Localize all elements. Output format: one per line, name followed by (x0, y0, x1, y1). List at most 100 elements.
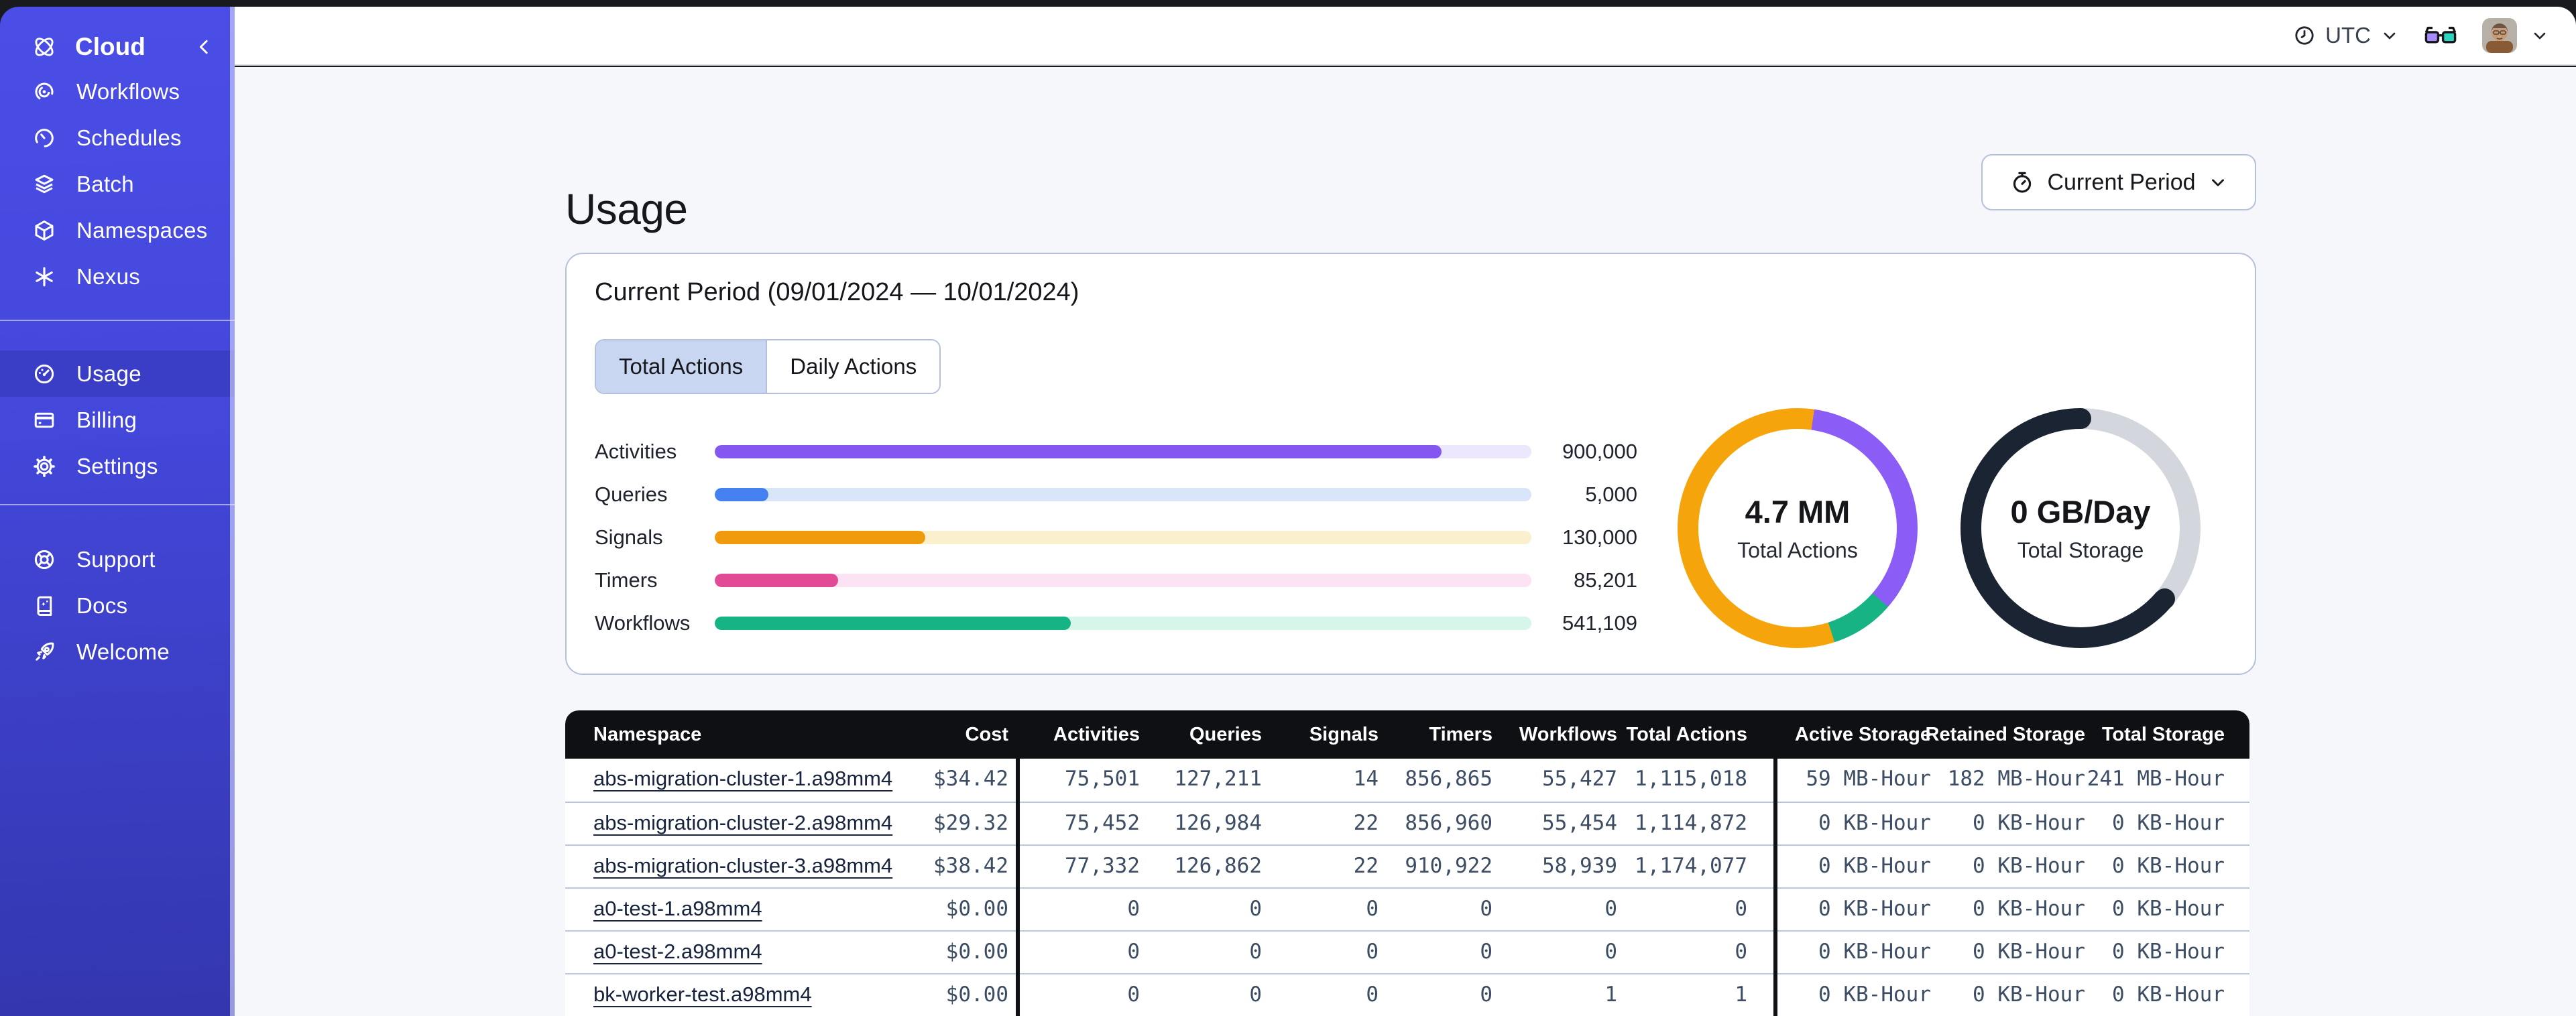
bar-label: Signals (595, 525, 663, 549)
chevron-down-icon (2530, 26, 2549, 45)
bar-row-queries: Queries 5,000 (595, 473, 1637, 516)
namespace-link[interactable]: abs-migration-cluster-1.a98mm4 (593, 767, 893, 790)
welcome-rocket-icon (31, 640, 58, 664)
cell-total-actions: 1 (1735, 982, 1747, 1007)
cell-queries: 126,862 (1174, 854, 1262, 878)
cell-cost: $0.00 (945, 897, 1008, 921)
bar-value: 85,201 (1574, 568, 1637, 592)
sidebar-item-nexus[interactable]: Nexus (0, 253, 235, 300)
table-row: a0-test-2.a98mm4 $0.00 0 0 0 0 0 0 0 KB-… (565, 930, 2249, 973)
table-row: bk-worker-test.a98mm4 $0.00 0 0 0 0 1 1 … (565, 973, 2249, 1016)
bar-label: Activities (595, 440, 677, 463)
namespace-link[interactable]: abs-migration-cluster-2.a98mm4 (593, 811, 893, 834)
period-selector-label: Current Period (2047, 169, 2196, 195)
sidebar: Cloud Workflows (0, 7, 235, 1016)
sidebar-item-label: Batch (76, 171, 134, 196)
donut-label: Total Storage (2017, 538, 2144, 562)
cell-workflows: 58,939 (1542, 854, 1617, 878)
bar-track (715, 445, 1531, 458)
donut-value: 0 GB/Day (2010, 494, 2151, 529)
cell-signals: 22 (1353, 854, 1379, 878)
bar-label: Queries (595, 483, 668, 506)
col-header-namespace: Namespace (593, 724, 702, 745)
cell-activities: 0 (1127, 940, 1140, 964)
sidebar-item-welcome[interactable]: Welcome (0, 629, 235, 675)
sidebar-brand: Cloud (0, 7, 235, 68)
namespace-link[interactable]: bk-worker-test.a98mm4 (593, 982, 812, 1006)
sidebar-item-label: Support (76, 546, 156, 572)
cell-workflows: 55,454 (1542, 811, 1617, 835)
cell-retained-storage: 182 MB-Hour (1947, 767, 2085, 791)
donut-center: 0 GB/Day Total Storage (1960, 408, 2201, 648)
cell-total-storage: 0 KB-Hour (2112, 940, 2225, 964)
sidebar-item-docs[interactable]: Docs (0, 582, 235, 629)
billing-card-icon (31, 408, 58, 432)
tab-daily-actions[interactable]: Daily Actions (766, 340, 940, 393)
sidebar-item-schedules[interactable]: Schedules (0, 115, 235, 161)
table-row: abs-migration-cluster-3.a98mm4 $38.42 77… (565, 844, 2249, 887)
cell-queries: 127,211 (1174, 767, 1262, 791)
cell-cost: $0.00 (945, 982, 1008, 1007)
cell-cost: $0.00 (945, 940, 1008, 964)
cell-signals: 14 (1353, 767, 1379, 791)
col-header-cost: Cost (965, 724, 1008, 745)
col-header-total-actions: Total Actions (1626, 724, 1747, 745)
timezone-label: UTC (2325, 23, 2371, 48)
cell-total-actions: 1,115,018 (1635, 767, 1747, 791)
topbar: UTC (235, 7, 2576, 66)
sidebar-item-support[interactable]: Support (0, 536, 235, 582)
cell-activities: 75,501 (1065, 767, 1140, 791)
tab-total-actions[interactable]: Total Actions (596, 340, 766, 393)
bar-value: 130,000 (1562, 525, 1637, 549)
avatar[interactable] (2482, 18, 2517, 53)
bar-row-timers: Timers 85,201 (595, 559, 1637, 602)
cell-signals: 22 (1353, 811, 1379, 835)
sidebar-item-label: Billing (76, 407, 137, 432)
bar-track (715, 488, 1531, 501)
namespace-link[interactable]: abs-migration-cluster-3.a98mm4 (593, 854, 893, 877)
cell-active-storage: 0 KB-Hour (1818, 897, 1931, 921)
support-lifebuoy-icon (31, 548, 58, 572)
bar-fill (715, 531, 926, 544)
col-header-timers: Timers (1429, 724, 1492, 745)
sidebar-item-namespaces[interactable]: Namespaces (0, 207, 235, 253)
sidebar-item-batch[interactable]: Batch (0, 161, 235, 207)
bar-track (715, 574, 1531, 587)
sidebar-item-workflows[interactable]: Workflows (0, 68, 235, 115)
table-column-divider (1016, 710, 1020, 1016)
batch-layers-icon (31, 172, 58, 196)
donut-value: 4.7 MM (1745, 494, 1851, 529)
sidebar-item-billing[interactable]: Billing (0, 397, 235, 443)
namespace-link[interactable]: a0-test-1.a98mm4 (593, 897, 762, 920)
donut-label: Total Actions (1737, 538, 1858, 562)
schedules-icon (31, 126, 58, 150)
cell-timers: 0 (1480, 940, 1492, 964)
sidebar-divider (0, 504, 235, 505)
sidebar-item-settings[interactable]: Settings (0, 443, 235, 489)
col-header-total-storage: Total Storage (2101, 724, 2225, 745)
cell-total-storage: 0 KB-Hour (2112, 982, 2225, 1007)
cell-active-storage: 0 KB-Hour (1818, 940, 1931, 964)
actions-tabs: Total Actions Daily Actions (595, 339, 941, 394)
cell-active-storage: 59 MB-Hour (1806, 767, 1931, 791)
bar-fill (715, 574, 838, 587)
cell-timers: 910,922 (1405, 854, 1492, 878)
col-header-queries: Queries (1189, 724, 1262, 745)
cell-timers: 0 (1480, 982, 1492, 1007)
account-menu[interactable] (2482, 18, 2549, 53)
namespace-link[interactable]: a0-test-2.a98mm4 (593, 940, 762, 963)
cell-cost: $34.42 (933, 767, 1008, 791)
cell-active-storage: 0 KB-Hour (1818, 854, 1931, 878)
cell-workflows: 55,427 (1542, 767, 1617, 791)
col-header-workflows: Workflows (1519, 724, 1617, 745)
timezone-selector[interactable]: UTC (2293, 23, 2399, 48)
cell-queries: 0 (1249, 940, 1262, 964)
labs-glasses-icon[interactable] (2424, 25, 2457, 46)
stopwatch-icon (2009, 170, 2035, 195)
bar-fill (715, 445, 1442, 458)
period-selector-button[interactable]: Current Period (1981, 154, 2256, 210)
cell-queries: 0 (1249, 897, 1262, 921)
sidebar-item-usage[interactable]: Usage (0, 351, 235, 397)
sidebar-collapse-button[interactable] (194, 37, 215, 57)
main-content: Usage Current Period Current Period (09/… (235, 67, 2576, 1016)
